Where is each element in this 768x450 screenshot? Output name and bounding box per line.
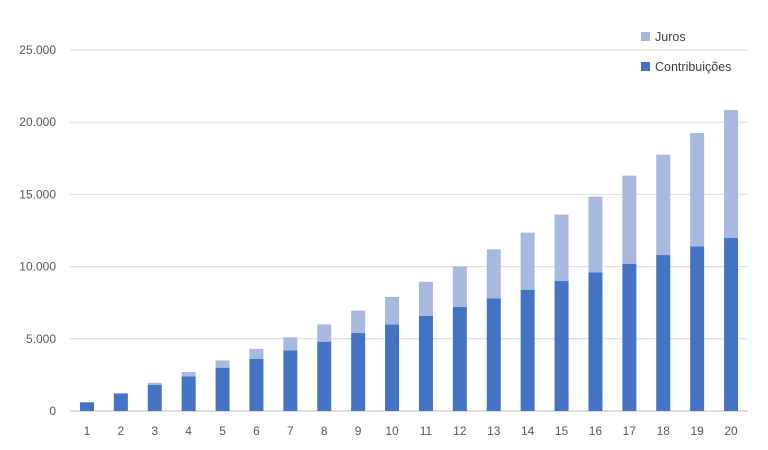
- bar-contribuicoes: [147, 385, 162, 411]
- bar-juros: [486, 249, 501, 299]
- bar-contribuicoes: [690, 246, 705, 411]
- x-tick-label: 6: [253, 424, 260, 438]
- y-tick-label: 0: [49, 404, 56, 418]
- bar-contribuicoes: [418, 315, 433, 411]
- bar-contribuicoes: [113, 393, 128, 411]
- bar-juros: [113, 392, 128, 394]
- x-tick-label: 11: [420, 424, 433, 438]
- x-axis-ticks: 1 2 3 4 5 6 7 8 9 10 11 12 13 14 15 16 17 18 19 20: [84, 424, 738, 438]
- bar-contribuicoes: [385, 324, 400, 411]
- y-tick-label: 5.000: [26, 332, 56, 346]
- bar-contribuicoes: [452, 307, 467, 411]
- bar-contribuicoes: [79, 402, 94, 411]
- bar-contribuicoes: [317, 341, 332, 411]
- bar-contribuicoes: [249, 359, 264, 411]
- bar-juros: [588, 196, 603, 273]
- bar-juros: [452, 266, 467, 308]
- bar-juros: [351, 310, 366, 334]
- x-tick-label: 20: [724, 424, 738, 438]
- legend-swatch: [641, 62, 650, 71]
- legend-label: Contribuições: [655, 60, 731, 74]
- x-tick-label: 17: [623, 424, 637, 438]
- bar-contribuicoes: [588, 272, 603, 411]
- bar-juros: [215, 360, 230, 368]
- bar-contribuicoes: [656, 255, 671, 411]
- y-axis-ticks: 0 5.000 10.000 15.000 20.000 25.000: [19, 43, 56, 418]
- x-tick-label: 2: [118, 424, 125, 438]
- x-tick-label: 1: [84, 424, 91, 438]
- bar-juros: [418, 281, 433, 316]
- bar-juros: [520, 232, 535, 290]
- bar-contribuicoes: [486, 298, 501, 411]
- x-tick-label: 8: [321, 424, 328, 438]
- gridlines: [70, 49, 748, 412]
- x-tick-label: 3: [151, 424, 158, 438]
- bar-juros: [554, 214, 569, 282]
- legend-label: Juros: [655, 30, 686, 44]
- bars: [79, 109, 739, 411]
- y-tick-label: 20.000: [19, 115, 56, 129]
- bar-juros: [385, 296, 400, 325]
- x-tick-label: 7: [287, 424, 294, 438]
- x-tick-label: 15: [555, 424, 569, 438]
- x-tick-label: 14: [521, 424, 535, 438]
- bar-juros: [724, 109, 739, 238]
- x-tick-label: 12: [453, 424, 467, 438]
- bar-juros: [622, 175, 637, 264]
- x-tick-label: 13: [487, 424, 501, 438]
- bar-contribuicoes: [283, 350, 298, 411]
- bar-contribuicoes: [724, 237, 739, 411]
- bar-juros: [249, 348, 264, 360]
- x-tick-label: 19: [690, 424, 704, 438]
- bar-contribuicoes: [215, 367, 230, 411]
- legend-swatch: [641, 32, 650, 41]
- bar-contribuicoes: [351, 333, 366, 411]
- x-tick-label: 5: [219, 424, 226, 438]
- bar-juros: [317, 324, 332, 342]
- bar-juros: [181, 372, 196, 377]
- y-tick-label: 25.000: [19, 43, 56, 57]
- bar-juros: [283, 337, 298, 351]
- y-tick-label: 10.000: [19, 260, 56, 274]
- bar-juros: [690, 133, 705, 247]
- legend: Juros Contribuições: [641, 30, 731, 74]
- y-tick-label: 15.000: [19, 187, 56, 201]
- bar-contribuicoes: [520, 289, 535, 411]
- x-tick-label: 10: [385, 424, 399, 438]
- bar-juros: [147, 382, 162, 386]
- bar-contribuicoes: [554, 281, 569, 411]
- bar-contribuicoes: [622, 263, 637, 411]
- x-tick-label: 18: [657, 424, 671, 438]
- x-tick-label: 9: [355, 424, 362, 438]
- x-tick-label: 4: [185, 424, 192, 438]
- bar-juros: [656, 154, 671, 256]
- x-tick-label: 16: [589, 424, 603, 438]
- bar-contribuicoes: [181, 376, 196, 411]
